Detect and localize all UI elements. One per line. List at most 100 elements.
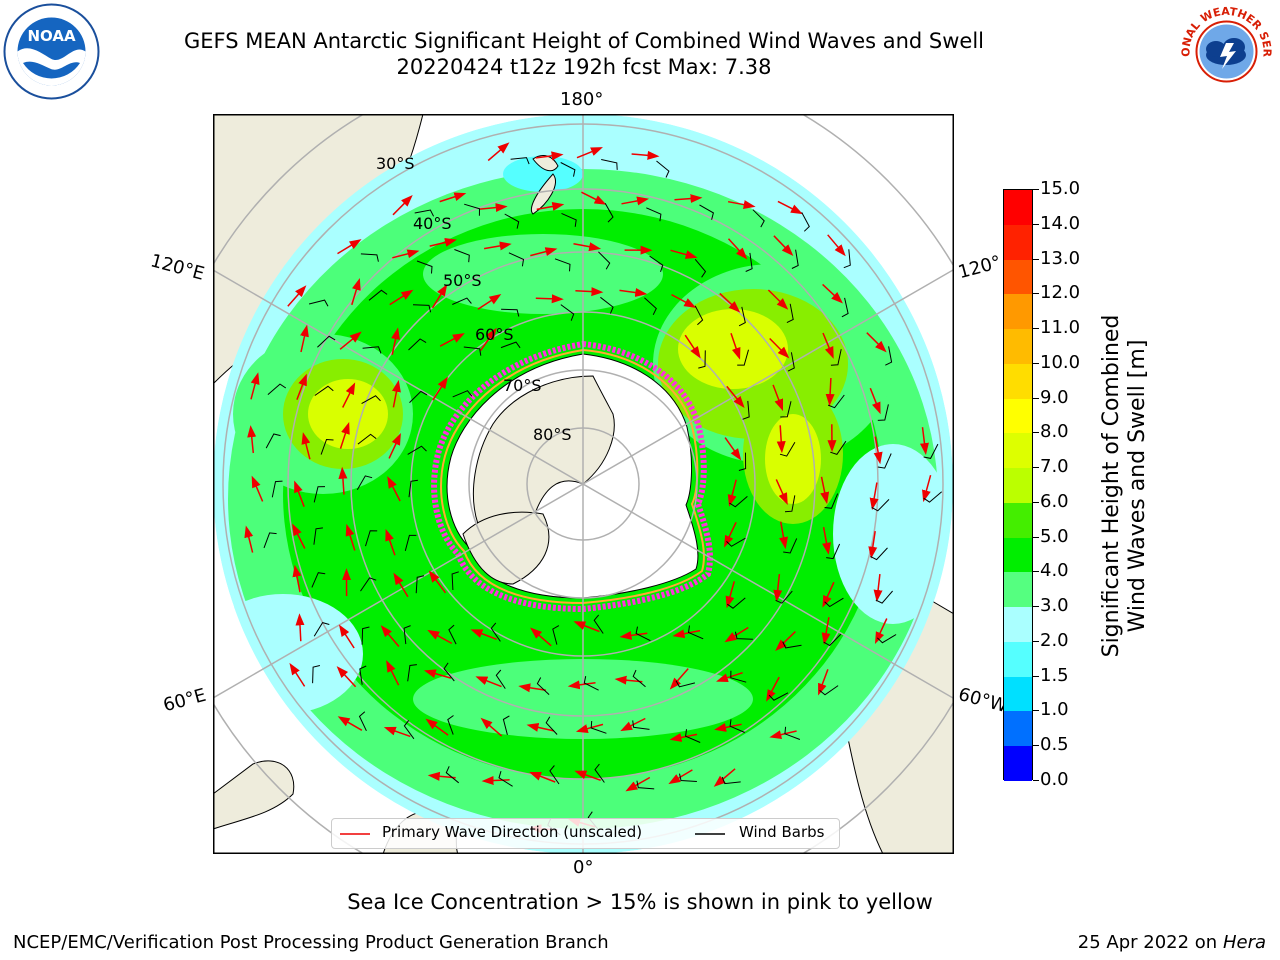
wave-arrow bbox=[775, 479, 788, 505]
colorbar-tick-mark bbox=[1033, 293, 1039, 295]
colorbar-label: Significant Height of Combined Wind Wave… bbox=[1099, 315, 1151, 658]
wind-barb bbox=[830, 440, 847, 455]
wave-arrow bbox=[388, 432, 401, 459]
wind-barb bbox=[649, 255, 664, 272]
colorbar-cell bbox=[1004, 294, 1032, 330]
wind-barbs bbox=[263, 157, 943, 836]
wind-barb bbox=[358, 711, 367, 732]
wind-barb bbox=[694, 258, 707, 278]
colorbar-tick-label: 15.0 bbox=[1040, 178, 1081, 199]
wave-arrow bbox=[575, 287, 604, 297]
colorbar-tick-label: 0.0 bbox=[1040, 769, 1069, 790]
colorbar-cell bbox=[1004, 433, 1032, 469]
wind-barb bbox=[698, 350, 706, 369]
colorbar-cell bbox=[1004, 468, 1032, 504]
wave-arrow bbox=[387, 476, 401, 502]
wave-arrow bbox=[250, 372, 260, 400]
wave-arrow bbox=[536, 202, 565, 211]
wave-arrow bbox=[481, 776, 510, 786]
wind-barb bbox=[408, 479, 418, 498]
colorbar-tick-mark bbox=[1033, 189, 1039, 190]
colorbar-label-line2: Wind Waves and Swell [m] bbox=[1125, 339, 1150, 633]
wave-arrow bbox=[425, 718, 449, 736]
wave-arrow bbox=[345, 523, 356, 551]
colorbar-tick-label: 9.0 bbox=[1040, 386, 1069, 408]
wave-arrow bbox=[726, 385, 745, 409]
lon-label-120w: 120° bbox=[956, 251, 1004, 284]
colorbar-tick-mark bbox=[1033, 675, 1039, 677]
wind-barb bbox=[452, 390, 473, 398]
lat-label-50s: 50°S bbox=[443, 271, 482, 290]
wave-arrow bbox=[716, 671, 743, 683]
colorbar-tick-mark bbox=[1033, 571, 1039, 573]
wave-arrow bbox=[289, 662, 306, 687]
wave-arrow bbox=[432, 376, 448, 401]
lat-label-30s: 30°S bbox=[376, 154, 415, 173]
wave-arrow bbox=[625, 776, 651, 792]
wave-arrow bbox=[575, 723, 604, 733]
wave-arrow bbox=[439, 192, 467, 203]
wind-barb bbox=[784, 495, 796, 513]
wind-barb bbox=[734, 631, 753, 640]
wind-barb bbox=[416, 260, 433, 274]
wind-barb bbox=[360, 253, 379, 262]
wave-arrow bbox=[477, 294, 502, 310]
wave-arrow bbox=[719, 292, 741, 313]
colorbar-tick-label: 8.0 bbox=[1040, 421, 1069, 443]
colorbar-tick-label: 5.0 bbox=[1040, 525, 1069, 547]
wave-arrow bbox=[380, 625, 400, 647]
wave-arrow bbox=[423, 669, 452, 679]
wave-arrow bbox=[922, 475, 932, 503]
wind-barb bbox=[787, 352, 795, 372]
wind-barb bbox=[414, 209, 435, 217]
wind-barb bbox=[495, 669, 506, 689]
wave-arrow bbox=[822, 283, 843, 304]
wind-barb bbox=[923, 491, 943, 503]
colorbar-tick-mark bbox=[1033, 467, 1039, 469]
wind-barb bbox=[464, 203, 481, 216]
wave-arrow bbox=[351, 278, 361, 306]
wave-arrow bbox=[620, 717, 646, 732]
wave-arrow bbox=[772, 384, 784, 412]
wind-barb bbox=[877, 453, 892, 469]
wave-arrow bbox=[671, 293, 697, 308]
wave-arrow bbox=[439, 333, 465, 347]
wave-arrow bbox=[621, 196, 649, 206]
wind-barb bbox=[313, 486, 326, 503]
wave-arrow bbox=[385, 528, 396, 556]
wind-barb bbox=[632, 669, 646, 688]
wave-arrow bbox=[773, 574, 783, 602]
wave-arrow bbox=[567, 680, 596, 690]
lon-label-120e: 120°E bbox=[148, 250, 207, 285]
wave-arrow bbox=[668, 769, 693, 785]
lat-label-80s: 80°S bbox=[533, 425, 572, 444]
wave-arrow bbox=[873, 436, 883, 465]
wind-barb bbox=[730, 670, 747, 683]
colorbar-tick-mark bbox=[1033, 745, 1039, 747]
map-legend: Primary Wave Direction (unscaled) Wind B… bbox=[331, 818, 840, 849]
wave-arrow bbox=[337, 716, 363, 731]
wind-barb bbox=[271, 480, 283, 498]
wind-barb bbox=[504, 213, 520, 229]
wave-arrow bbox=[530, 247, 558, 257]
wind-barb bbox=[552, 625, 560, 645]
colorbar-tick-mark bbox=[1033, 362, 1039, 364]
colorbar-tick-label: 11.0 bbox=[1040, 317, 1081, 339]
wind-barb bbox=[407, 445, 427, 455]
lon-label-60e: 60°E bbox=[161, 684, 209, 717]
colorbar-tick-label: 1.0 bbox=[1040, 699, 1069, 721]
wave-arrow bbox=[529, 771, 556, 783]
wind-barb bbox=[791, 249, 799, 269]
wind-barb bbox=[583, 676, 599, 691]
wave-arrow bbox=[727, 238, 748, 260]
lon-label-180: 180° bbox=[560, 89, 604, 110]
wind-barb bbox=[727, 597, 746, 609]
wind-barb bbox=[738, 452, 747, 471]
wind-barb bbox=[752, 209, 765, 228]
wave-arrow bbox=[619, 630, 648, 640]
wave-arrow bbox=[479, 203, 508, 213]
wind-barb bbox=[313, 622, 330, 637]
wave-arrow bbox=[475, 676, 502, 688]
wind-barb bbox=[404, 534, 417, 552]
colorbar-tick-label: 4.0 bbox=[1040, 560, 1069, 582]
